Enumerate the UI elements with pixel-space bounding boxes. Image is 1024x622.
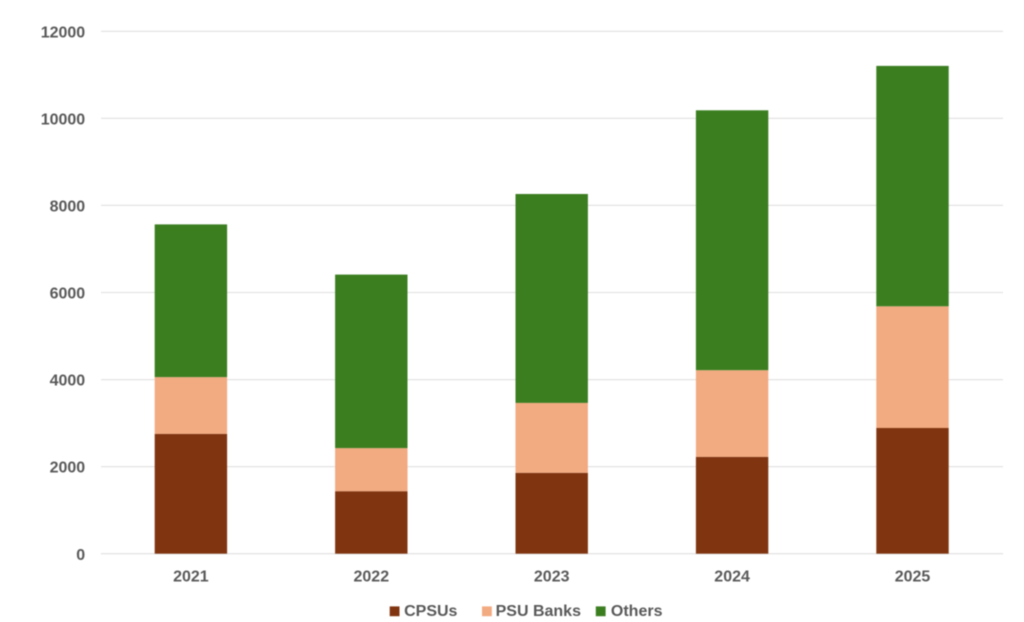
svg-text:Others: Others: [611, 603, 663, 620]
svg-text:0: 0: [76, 547, 85, 564]
svg-text:2025: 2025: [895, 569, 931, 586]
svg-text:2022: 2022: [354, 569, 390, 586]
svg-text:10000: 10000: [41, 112, 86, 129]
svg-text:CPSUs: CPSUs: [404, 603, 457, 620]
svg-text:8000: 8000: [50, 199, 86, 216]
svg-text:PSU Banks: PSU Banks: [496, 603, 581, 620]
svg-text:2000: 2000: [50, 460, 86, 477]
svg-text:2023: 2023: [534, 569, 570, 586]
svg-text:6000: 6000: [50, 286, 86, 303]
svg-text:2021: 2021: [173, 569, 209, 586]
svg-text:12000: 12000: [41, 25, 86, 42]
svg-text:2024: 2024: [714, 569, 750, 586]
svg-text:4000: 4000: [50, 373, 86, 390]
